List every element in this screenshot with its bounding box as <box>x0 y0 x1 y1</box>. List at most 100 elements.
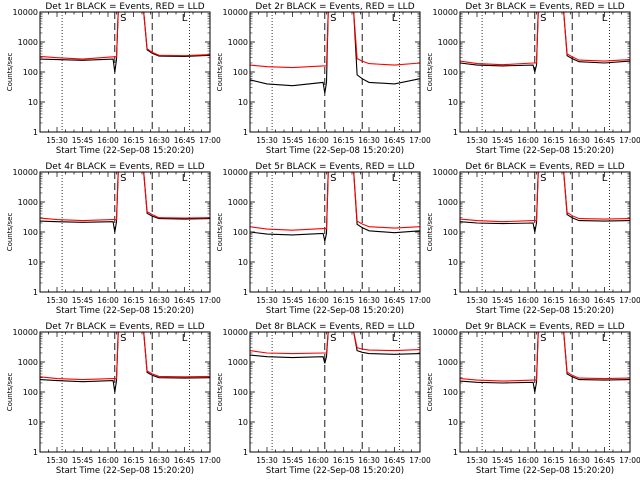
y-tick-label: 100 <box>23 68 38 77</box>
x-tick-label: 16:15 <box>333 296 355 305</box>
x-tick-label: 16:00 <box>97 136 119 145</box>
series-line <box>460 332 630 393</box>
y-axis-label: Counts/sec <box>216 213 224 252</box>
x-tick-label: 15:45 <box>282 296 304 305</box>
y-tick-label: 10000 <box>223 8 248 17</box>
x-axis-label: Start Time (22-Sep-08 15:20:20) <box>56 306 194 316</box>
y-tick-label: 1 <box>453 448 458 457</box>
y-tick-label: 10000 <box>13 328 38 337</box>
y-tick-label: 1 <box>33 288 38 297</box>
marker-label: S <box>540 13 546 24</box>
x-tick-label: 16:30 <box>358 136 380 145</box>
y-tick-label: 100 <box>233 68 248 77</box>
marker-label: L <box>182 173 188 184</box>
series-group <box>250 332 420 364</box>
y-axis-label: Counts/sec <box>426 373 434 412</box>
x-tick-label: 16:15 <box>123 456 145 465</box>
x-tick-label: 17:00 <box>409 296 431 305</box>
x-tick-label: 16:30 <box>358 456 380 465</box>
y-axis-label: Counts/sec <box>6 373 14 412</box>
x-tick-label: 15:45 <box>492 456 514 465</box>
chart-title: Det 3r BLACK = Events, RED = LLD <box>465 2 624 12</box>
x-tick-label: 16:30 <box>148 456 170 465</box>
y-tick-label: 1 <box>243 288 248 297</box>
y-tick-label: 10000 <box>13 8 38 17</box>
y-axis-label: Counts/sec <box>6 53 14 92</box>
marker-label: L <box>392 333 398 344</box>
series-line <box>40 332 210 381</box>
y-tick-label: 1 <box>243 448 248 457</box>
x-tick-label: 16:30 <box>568 136 590 145</box>
marker-label: L <box>182 333 188 344</box>
series-line <box>460 332 630 382</box>
series-group <box>460 332 630 393</box>
series-group <box>40 172 210 233</box>
y-tick-label: 10 <box>238 258 248 267</box>
x-axis-label: Start Time (22-Sep-08 15:20:20) <box>56 146 194 156</box>
series-line <box>40 12 210 73</box>
x-tick-label: 16:15 <box>333 136 355 145</box>
series-line <box>40 332 210 393</box>
x-tick-label: 16:45 <box>594 136 616 145</box>
y-tick-label: 10000 <box>13 168 38 177</box>
series-line <box>250 332 420 364</box>
plot-frame <box>459 331 631 453</box>
x-axis-label: Start Time (22-Sep-08 15:20:20) <box>476 146 614 156</box>
x-tick-label: 16:15 <box>123 136 145 145</box>
series-line <box>40 172 210 222</box>
marker-label: S <box>120 173 126 184</box>
y-tick-label: 1000 <box>18 358 38 367</box>
x-tick-label: 15:45 <box>492 296 514 305</box>
y-tick-label: 100 <box>23 228 38 237</box>
y-tick-label: 10 <box>448 418 458 427</box>
series-group <box>460 12 630 73</box>
y-tick-label: 1 <box>243 128 248 137</box>
y-tick-label: 1000 <box>18 38 38 47</box>
y-tick-label: 10000 <box>223 328 248 337</box>
series-line <box>250 332 420 355</box>
chart-title: Det 9r BLACK = Events, RED = LLD <box>465 322 624 332</box>
y-tick-label: 10 <box>28 418 38 427</box>
series-group <box>250 172 420 242</box>
series-line <box>460 12 630 66</box>
y-tick-label: 1000 <box>228 198 248 207</box>
y-tick-label: 1 <box>453 128 458 137</box>
y-axis-label: Counts/sec <box>216 373 224 412</box>
plot-frame <box>39 171 211 293</box>
y-tick-label: 10000 <box>433 328 458 337</box>
series-line <box>40 172 210 233</box>
x-tick-label: 17:00 <box>619 136 640 145</box>
x-tick-label: 15:30 <box>256 136 278 145</box>
x-tick-label: 16:00 <box>517 456 539 465</box>
x-tick-label: 15:30 <box>46 456 68 465</box>
x-tick-label: 16:45 <box>174 296 196 305</box>
x-tick-label: 16:00 <box>517 136 539 145</box>
y-tick-label: 1000 <box>18 198 38 207</box>
series-line <box>460 172 630 233</box>
y-tick-label: 10 <box>448 98 458 107</box>
y-tick-label: 100 <box>233 228 248 237</box>
y-tick-label: 10000 <box>433 168 458 177</box>
series-group <box>40 332 210 393</box>
chart-title: Det 8r BLACK = Events, RED = LLD <box>255 322 414 332</box>
x-tick-label: 16:15 <box>333 456 355 465</box>
y-tick-label: 1000 <box>438 38 458 47</box>
marker-label: L <box>602 13 608 24</box>
x-tick-label: 16:30 <box>148 136 170 145</box>
series-line <box>250 172 420 231</box>
x-tick-label: 15:45 <box>282 136 304 145</box>
y-tick-label: 100 <box>443 388 458 397</box>
series-line <box>250 172 420 242</box>
y-tick-label: 1 <box>33 128 38 137</box>
x-tick-label: 15:45 <box>282 456 304 465</box>
chart-title: Det 7r BLACK = Events, RED = LLD <box>45 322 204 332</box>
marker-label: L <box>602 173 608 184</box>
plot-frame <box>39 11 211 133</box>
series-line <box>250 12 420 94</box>
x-tick-label: 16:15 <box>123 296 145 305</box>
x-tick-label: 16:45 <box>384 136 406 145</box>
